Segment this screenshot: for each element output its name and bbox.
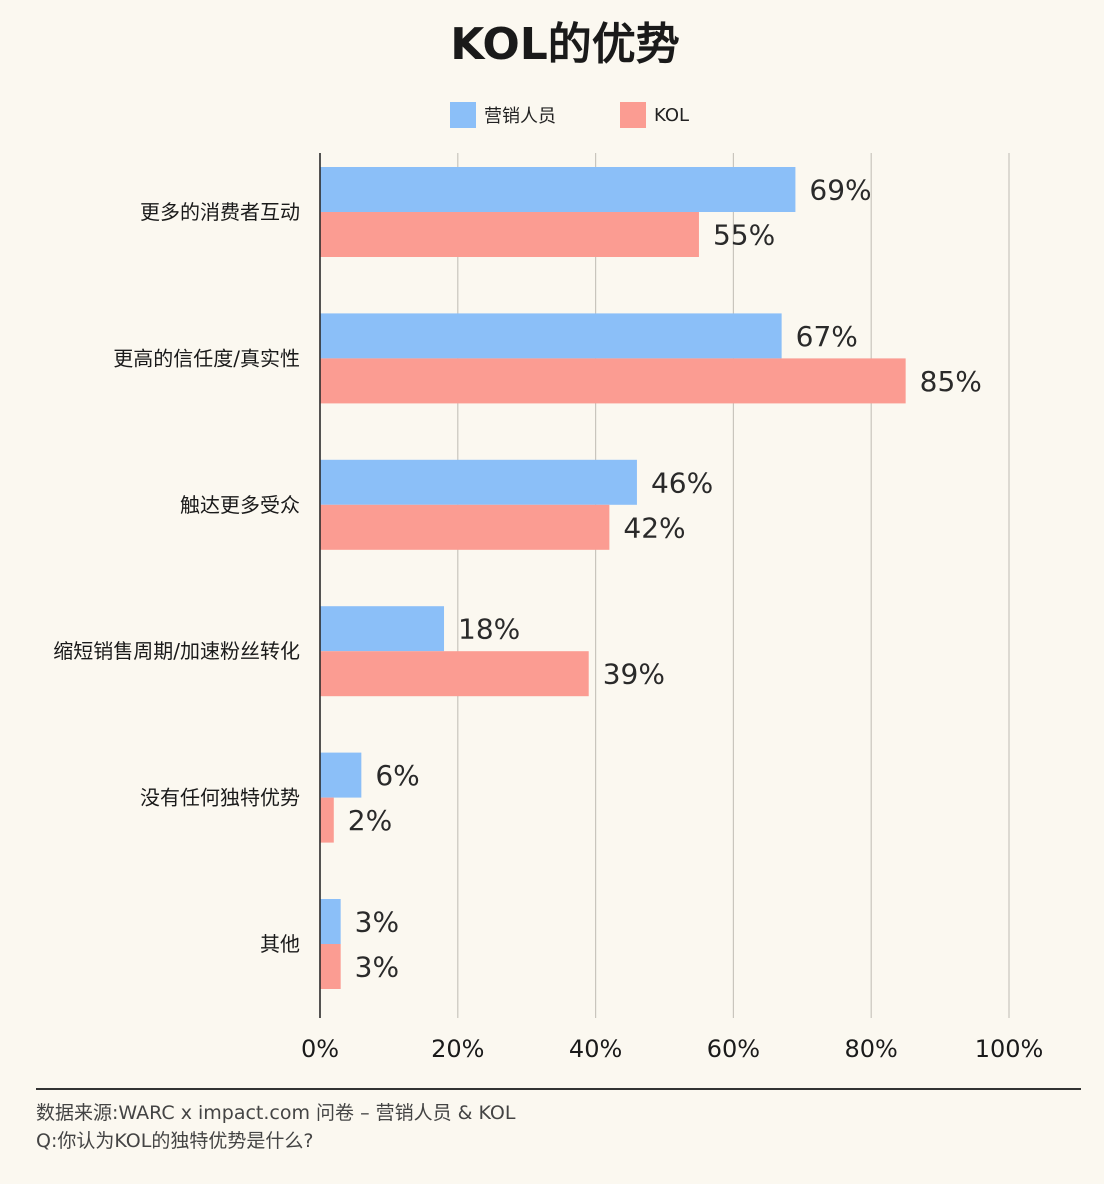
bar-marketers-0 [320,167,796,212]
bar-kol-5 [320,944,341,989]
legend-item-kol: KOL [620,102,689,128]
bar-kol-3 [320,651,589,697]
category-label-5: 其他 [260,932,300,956]
legend-item-marketers: 营销人员 [450,102,556,128]
chart-legend: 营销人员 KOL [0,102,1104,130]
data-label-marketers-3: 18% [458,613,520,646]
legend-label-kol: KOL [654,104,690,126]
category-label-1: 更高的信任度/真实性 [113,346,300,370]
category-label-3: 缩短销售周期/加速粉丝转化 [53,639,300,663]
category-label-4: 没有任何独特优势 [140,786,300,810]
category-label-2: 触达更多受众 [180,493,300,517]
bar-marketers-5 [320,899,341,944]
data-label-marketers-5: 3% [355,906,399,939]
data-label-kol-1: 85% [920,365,982,398]
data-label-kol-4: 2% [348,804,392,837]
bar-kol-4 [320,797,334,843]
x-tick-label-20: 20% [431,1035,484,1063]
category-label-0: 更多的消费者互动 [140,200,300,224]
x-tick-label-40: 40% [569,1035,622,1063]
x-tick-label-0: 0% [301,1035,339,1063]
legend-swatch-kol [620,102,646,128]
bar-chart: 69% 55% 更多的消费者互动 67% 85% 更高的信任度/真实性 46% 42% 触达更多… [53,153,1044,1063]
data-label-marketers-2: 46% [651,466,713,499]
bar-kol-1 [320,358,906,404]
bar-marketers-1 [320,313,782,359]
bar-marketers-2 [320,459,637,505]
x-tick-label-60: 60% [707,1035,760,1063]
footer-divider [36,1088,1081,1090]
footer-question: Q:你认为KOL的独特优势是什么? [36,1130,314,1152]
data-label-marketers-0: 69% [809,174,871,207]
data-label-kol-2: 42% [623,511,685,544]
bar-marketers-4 [320,752,362,798]
data-label-marketers-1: 67% [796,320,858,353]
legend-swatch-marketers [450,102,476,128]
bar-kol-0 [320,212,699,257]
bar-kol-2 [320,504,610,550]
data-label-kol-3: 39% [603,658,665,691]
bar-marketers-3 [320,606,445,652]
x-tick-label-100: 100% [975,1035,1044,1063]
data-label-kol-5: 3% [355,951,399,984]
x-tick-label-80: 80% [845,1035,898,1063]
footer-source: 数据来源:WARC x impact.com 问卷 – 营销人员 & KOL [36,1102,516,1124]
legend-label-marketers: 营销人员 [484,106,556,127]
chart-title: KOL的优势 [450,19,680,70]
data-label-marketers-4: 6% [375,759,419,792]
data-label-kol-0: 55% [713,219,775,252]
